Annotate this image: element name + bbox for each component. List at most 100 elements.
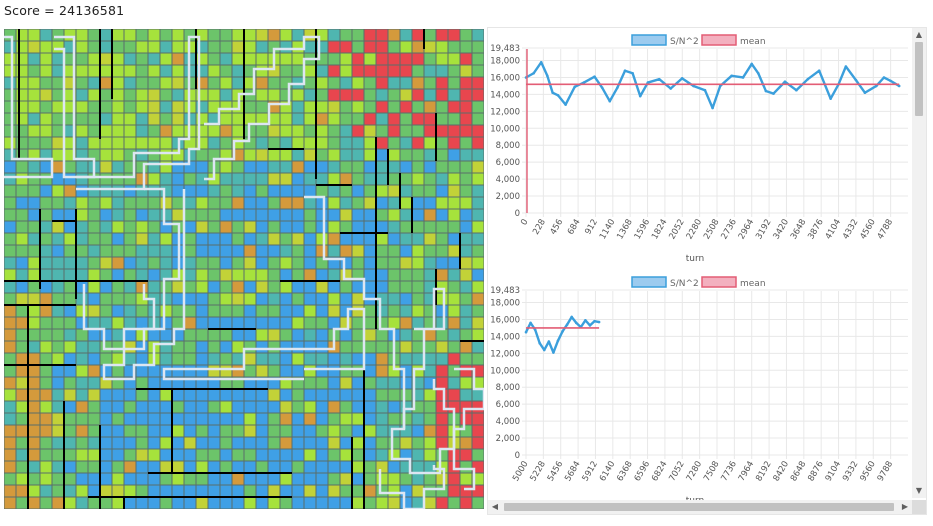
scroll-down-icon[interactable]: ▼ <box>915 486 923 495</box>
grid-cell <box>100 101 112 113</box>
grid-cell <box>232 329 244 341</box>
grid-cell <box>40 425 52 437</box>
scroll-left-icon[interactable]: ◀ <box>491 502 499 511</box>
grid-cell <box>52 173 64 185</box>
grid-cell <box>136 293 148 305</box>
grid-cell <box>88 377 100 389</box>
horizontal-scrollbar[interactable]: ◀ ▶ <box>488 500 912 514</box>
grid-cell <box>148 437 160 449</box>
grid-cell <box>304 89 316 101</box>
grid-cell <box>268 329 280 341</box>
grid-cell <box>4 137 16 149</box>
grid-cell <box>280 197 292 209</box>
x-tick-label: 7280 <box>685 460 704 484</box>
grid-cell <box>64 401 76 413</box>
grid-cell <box>340 209 352 221</box>
grid-cell <box>388 473 400 485</box>
y-tick-label: 16,000 <box>490 315 520 325</box>
x-tick-label: 7508 <box>702 460 721 484</box>
grid-cell <box>76 149 88 161</box>
grid-cell <box>184 425 196 437</box>
grid-cell <box>160 77 172 89</box>
grid-cell <box>196 65 208 77</box>
grid-cell <box>100 497 112 509</box>
robot-path <box>4 35 54 179</box>
grid-cell <box>28 125 40 137</box>
grid-cell <box>172 437 184 449</box>
x-tick-label: 5000 <box>511 460 530 484</box>
grid-cell <box>376 221 388 233</box>
grid-cell <box>232 413 244 425</box>
grid-cell <box>316 101 328 113</box>
grid-cell <box>388 89 400 101</box>
grid-cell <box>472 29 484 41</box>
grid-cell <box>400 149 412 161</box>
grid-cell <box>292 389 304 401</box>
grid-cell <box>64 173 76 185</box>
grid-cell <box>280 257 292 269</box>
grid-cell <box>112 29 124 41</box>
grid-cell <box>148 485 160 497</box>
grid-cell <box>400 113 412 125</box>
grid-cell <box>16 329 28 341</box>
grid-cell <box>76 473 88 485</box>
charts-panel[interactable]: S/N^2 mean 19,483 18,000 16,000 14,000 12,000 1… <box>487 27 927 515</box>
grid-cell <box>340 365 352 377</box>
vertical-scroll-thumb[interactable] <box>915 42 923 116</box>
grid-cell <box>412 317 424 329</box>
grid-cell <box>136 161 148 173</box>
grid-cell <box>340 353 352 365</box>
vertical-scrollbar[interactable]: ▲ ▼ <box>912 28 926 498</box>
grid-cell <box>28 209 40 221</box>
grid-cell <box>148 89 160 101</box>
grid-cell <box>316 185 328 197</box>
grid-cell <box>64 485 76 497</box>
grid-cell <box>460 425 472 437</box>
grid-cell <box>160 497 172 509</box>
scroll-up-icon[interactable]: ▲ <box>915 30 923 39</box>
grid-cell <box>112 329 124 341</box>
grid-cell <box>448 149 460 161</box>
grid-cell <box>352 281 364 293</box>
scroll-right-icon[interactable]: ▶ <box>901 502 909 511</box>
grid-cell <box>40 353 52 365</box>
grid-cell <box>196 425 208 437</box>
grid-cell <box>472 53 484 65</box>
grid-cell <box>376 173 388 185</box>
grid-cell <box>40 53 52 65</box>
grid-cell <box>340 293 352 305</box>
grid-cell <box>40 221 52 233</box>
grid-cell <box>400 269 412 281</box>
grid-cell <box>196 305 208 317</box>
grid-cell <box>424 221 436 233</box>
grid-cell <box>28 41 40 53</box>
grid-cell <box>436 473 448 485</box>
grid-cell <box>292 209 304 221</box>
grid-cell <box>436 317 448 329</box>
grid-cell <box>412 269 424 281</box>
grid-cell <box>340 65 352 77</box>
grid-cell <box>76 497 88 509</box>
grid-cell <box>364 77 376 89</box>
grid-cell <box>88 365 100 377</box>
grid-cell <box>328 425 340 437</box>
grid-cell <box>88 101 100 113</box>
horizontal-scroll-thumb[interactable] <box>504 503 894 511</box>
grid-cell <box>364 233 376 245</box>
grid-cell <box>160 197 172 209</box>
grid-cell <box>256 377 268 389</box>
grid-cell <box>268 365 280 377</box>
grid-cell <box>28 185 40 197</box>
grid-cell <box>256 233 268 245</box>
grid-cell <box>328 485 340 497</box>
grid-cell <box>304 269 316 281</box>
grid-cell <box>160 137 172 149</box>
grid-cell <box>400 185 412 197</box>
legend-swatch-mean <box>701 276 737 288</box>
grid-cell <box>4 497 16 509</box>
x-tick-label: 5912 <box>581 460 600 484</box>
grid-cell <box>304 449 316 461</box>
grid-cell <box>64 89 76 101</box>
grid-cell <box>112 269 124 281</box>
grid-cell <box>100 293 112 305</box>
